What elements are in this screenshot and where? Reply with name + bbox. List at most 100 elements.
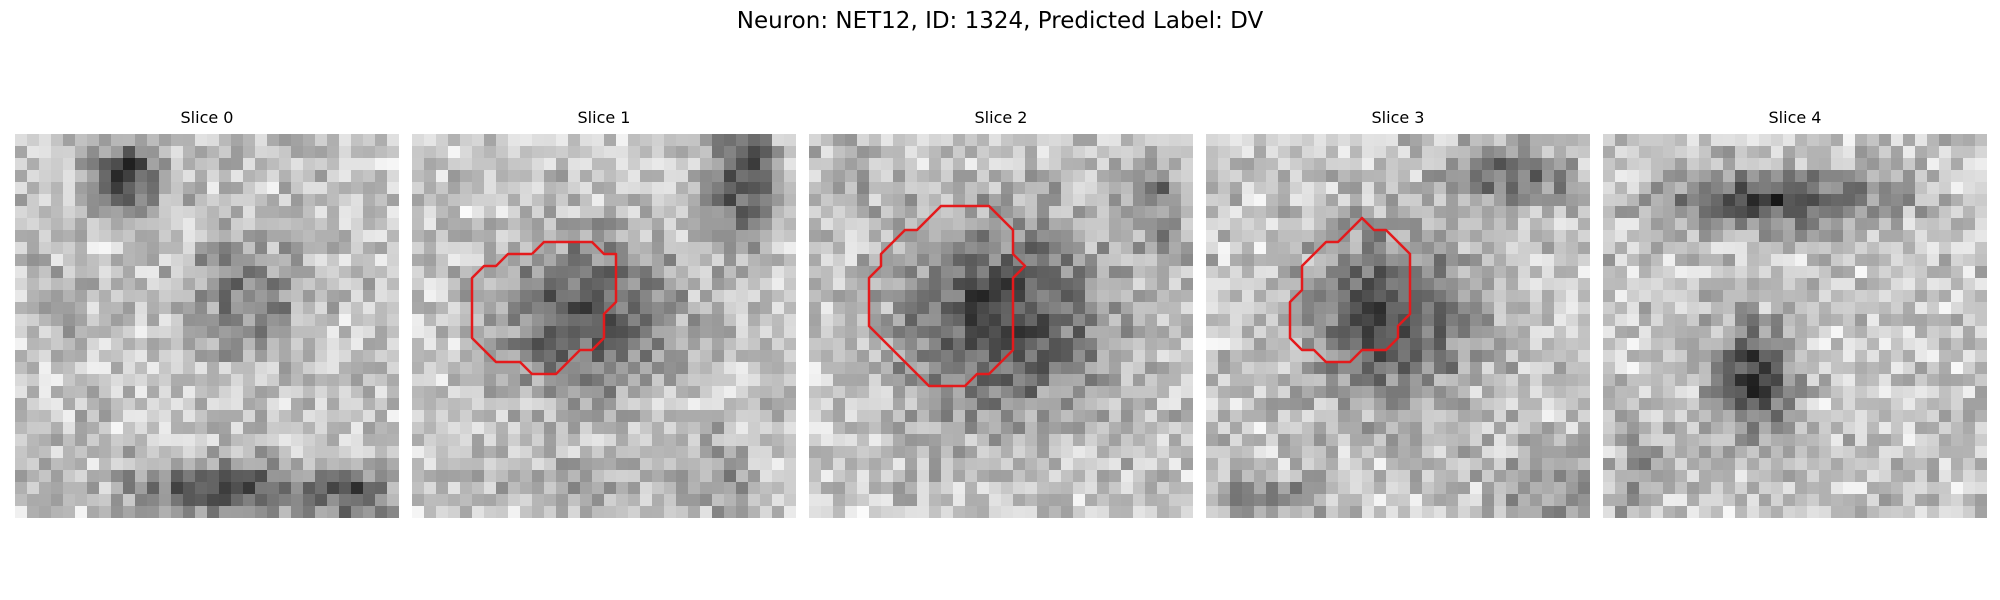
- pixel: [1891, 158, 1904, 171]
- pixel: [1109, 266, 1122, 279]
- pixel: [1771, 242, 1784, 255]
- pixel: [207, 506, 220, 518]
- pixel: [171, 194, 184, 207]
- pixel: [339, 314, 352, 327]
- pixel: [1470, 146, 1483, 159]
- pixel: [1891, 278, 1904, 291]
- pixel: [869, 386, 882, 399]
- pixel: [905, 302, 918, 315]
- pixel: [15, 158, 28, 171]
- pixel: [339, 182, 352, 195]
- pixel: [1735, 362, 1748, 375]
- pixel: [39, 218, 52, 231]
- pixel: [616, 230, 629, 243]
- pixel: [520, 374, 533, 387]
- pixel: [1157, 194, 1170, 207]
- pixel: [1109, 146, 1122, 159]
- pixel: [1242, 482, 1255, 495]
- pixel: [1639, 230, 1652, 243]
- pixel: [821, 386, 834, 399]
- pixel: [1554, 482, 1567, 495]
- pixel: [267, 230, 280, 243]
- pixel: [1398, 410, 1411, 423]
- pixel: [905, 134, 918, 147]
- pixel: [1218, 434, 1231, 447]
- pixel: [1675, 230, 1688, 243]
- pixel: [1085, 494, 1098, 507]
- pixel: [460, 134, 473, 147]
- pixel: [424, 254, 437, 267]
- pixel: [1254, 206, 1267, 219]
- pixel: [1350, 158, 1363, 171]
- pixel: [1145, 302, 1158, 315]
- pixel: [1566, 434, 1579, 447]
- pixel: [1975, 290, 1987, 303]
- pixel: [1398, 266, 1411, 279]
- pixel: [1963, 218, 1976, 231]
- pixel: [1542, 398, 1555, 411]
- pixel: [712, 278, 725, 291]
- pixel: [1759, 182, 1772, 195]
- pixel: [604, 338, 617, 351]
- pixel: [1097, 446, 1110, 459]
- pixel: [857, 134, 870, 147]
- pixel: [1518, 494, 1531, 507]
- pixel: [724, 134, 737, 147]
- pixel: [1518, 410, 1531, 423]
- pixel: [1771, 290, 1784, 303]
- pixel: [736, 242, 749, 255]
- pixel: [1266, 470, 1279, 483]
- pixel: [664, 398, 677, 411]
- pixel: [39, 386, 52, 399]
- pixel: [183, 338, 196, 351]
- pixel: [255, 170, 268, 183]
- pixel: [1603, 422, 1616, 435]
- pixel: [1723, 434, 1736, 447]
- pixel: [1735, 206, 1748, 219]
- pixel: [436, 278, 449, 291]
- pixel: [1963, 410, 1976, 423]
- pixel: [760, 254, 773, 267]
- pixel: [833, 482, 846, 495]
- pixel: [1302, 458, 1315, 471]
- pixel: [412, 194, 425, 207]
- pixel: [1001, 398, 1014, 411]
- pixel: [929, 158, 942, 171]
- pixel: [460, 506, 473, 518]
- pixel: [460, 350, 473, 363]
- pixel: [123, 266, 136, 279]
- pixel: [159, 242, 172, 255]
- pixel: [688, 254, 701, 267]
- pixel: [1795, 170, 1808, 183]
- pixel: [1085, 398, 1098, 411]
- pixel: [1735, 350, 1748, 363]
- pixel: [51, 206, 64, 219]
- pixel: [1242, 494, 1255, 507]
- pixel: [1109, 134, 1122, 147]
- pixel: [424, 338, 437, 351]
- pixel: [1133, 422, 1146, 435]
- pixel: [1254, 242, 1267, 255]
- pixel: [965, 230, 978, 243]
- pixel: [1362, 206, 1375, 219]
- pixel: [845, 290, 858, 303]
- pixel: [1566, 290, 1579, 303]
- pixel: [1771, 206, 1784, 219]
- pixel: [905, 170, 918, 183]
- pixel: [1314, 326, 1327, 339]
- pixel: [207, 362, 220, 375]
- pixel: [1097, 398, 1110, 411]
- pixel: [1819, 326, 1832, 339]
- pixel: [628, 230, 641, 243]
- pixel: [135, 386, 148, 399]
- pixel: [736, 134, 749, 147]
- pixel: [171, 218, 184, 231]
- pixel: [1530, 434, 1543, 447]
- pixel: [929, 410, 942, 423]
- pixel: [676, 242, 689, 255]
- pixel: [363, 434, 376, 447]
- pixel: [532, 482, 545, 495]
- pixel: [1121, 326, 1134, 339]
- pixel: [1374, 494, 1387, 507]
- pixel: [1482, 218, 1495, 231]
